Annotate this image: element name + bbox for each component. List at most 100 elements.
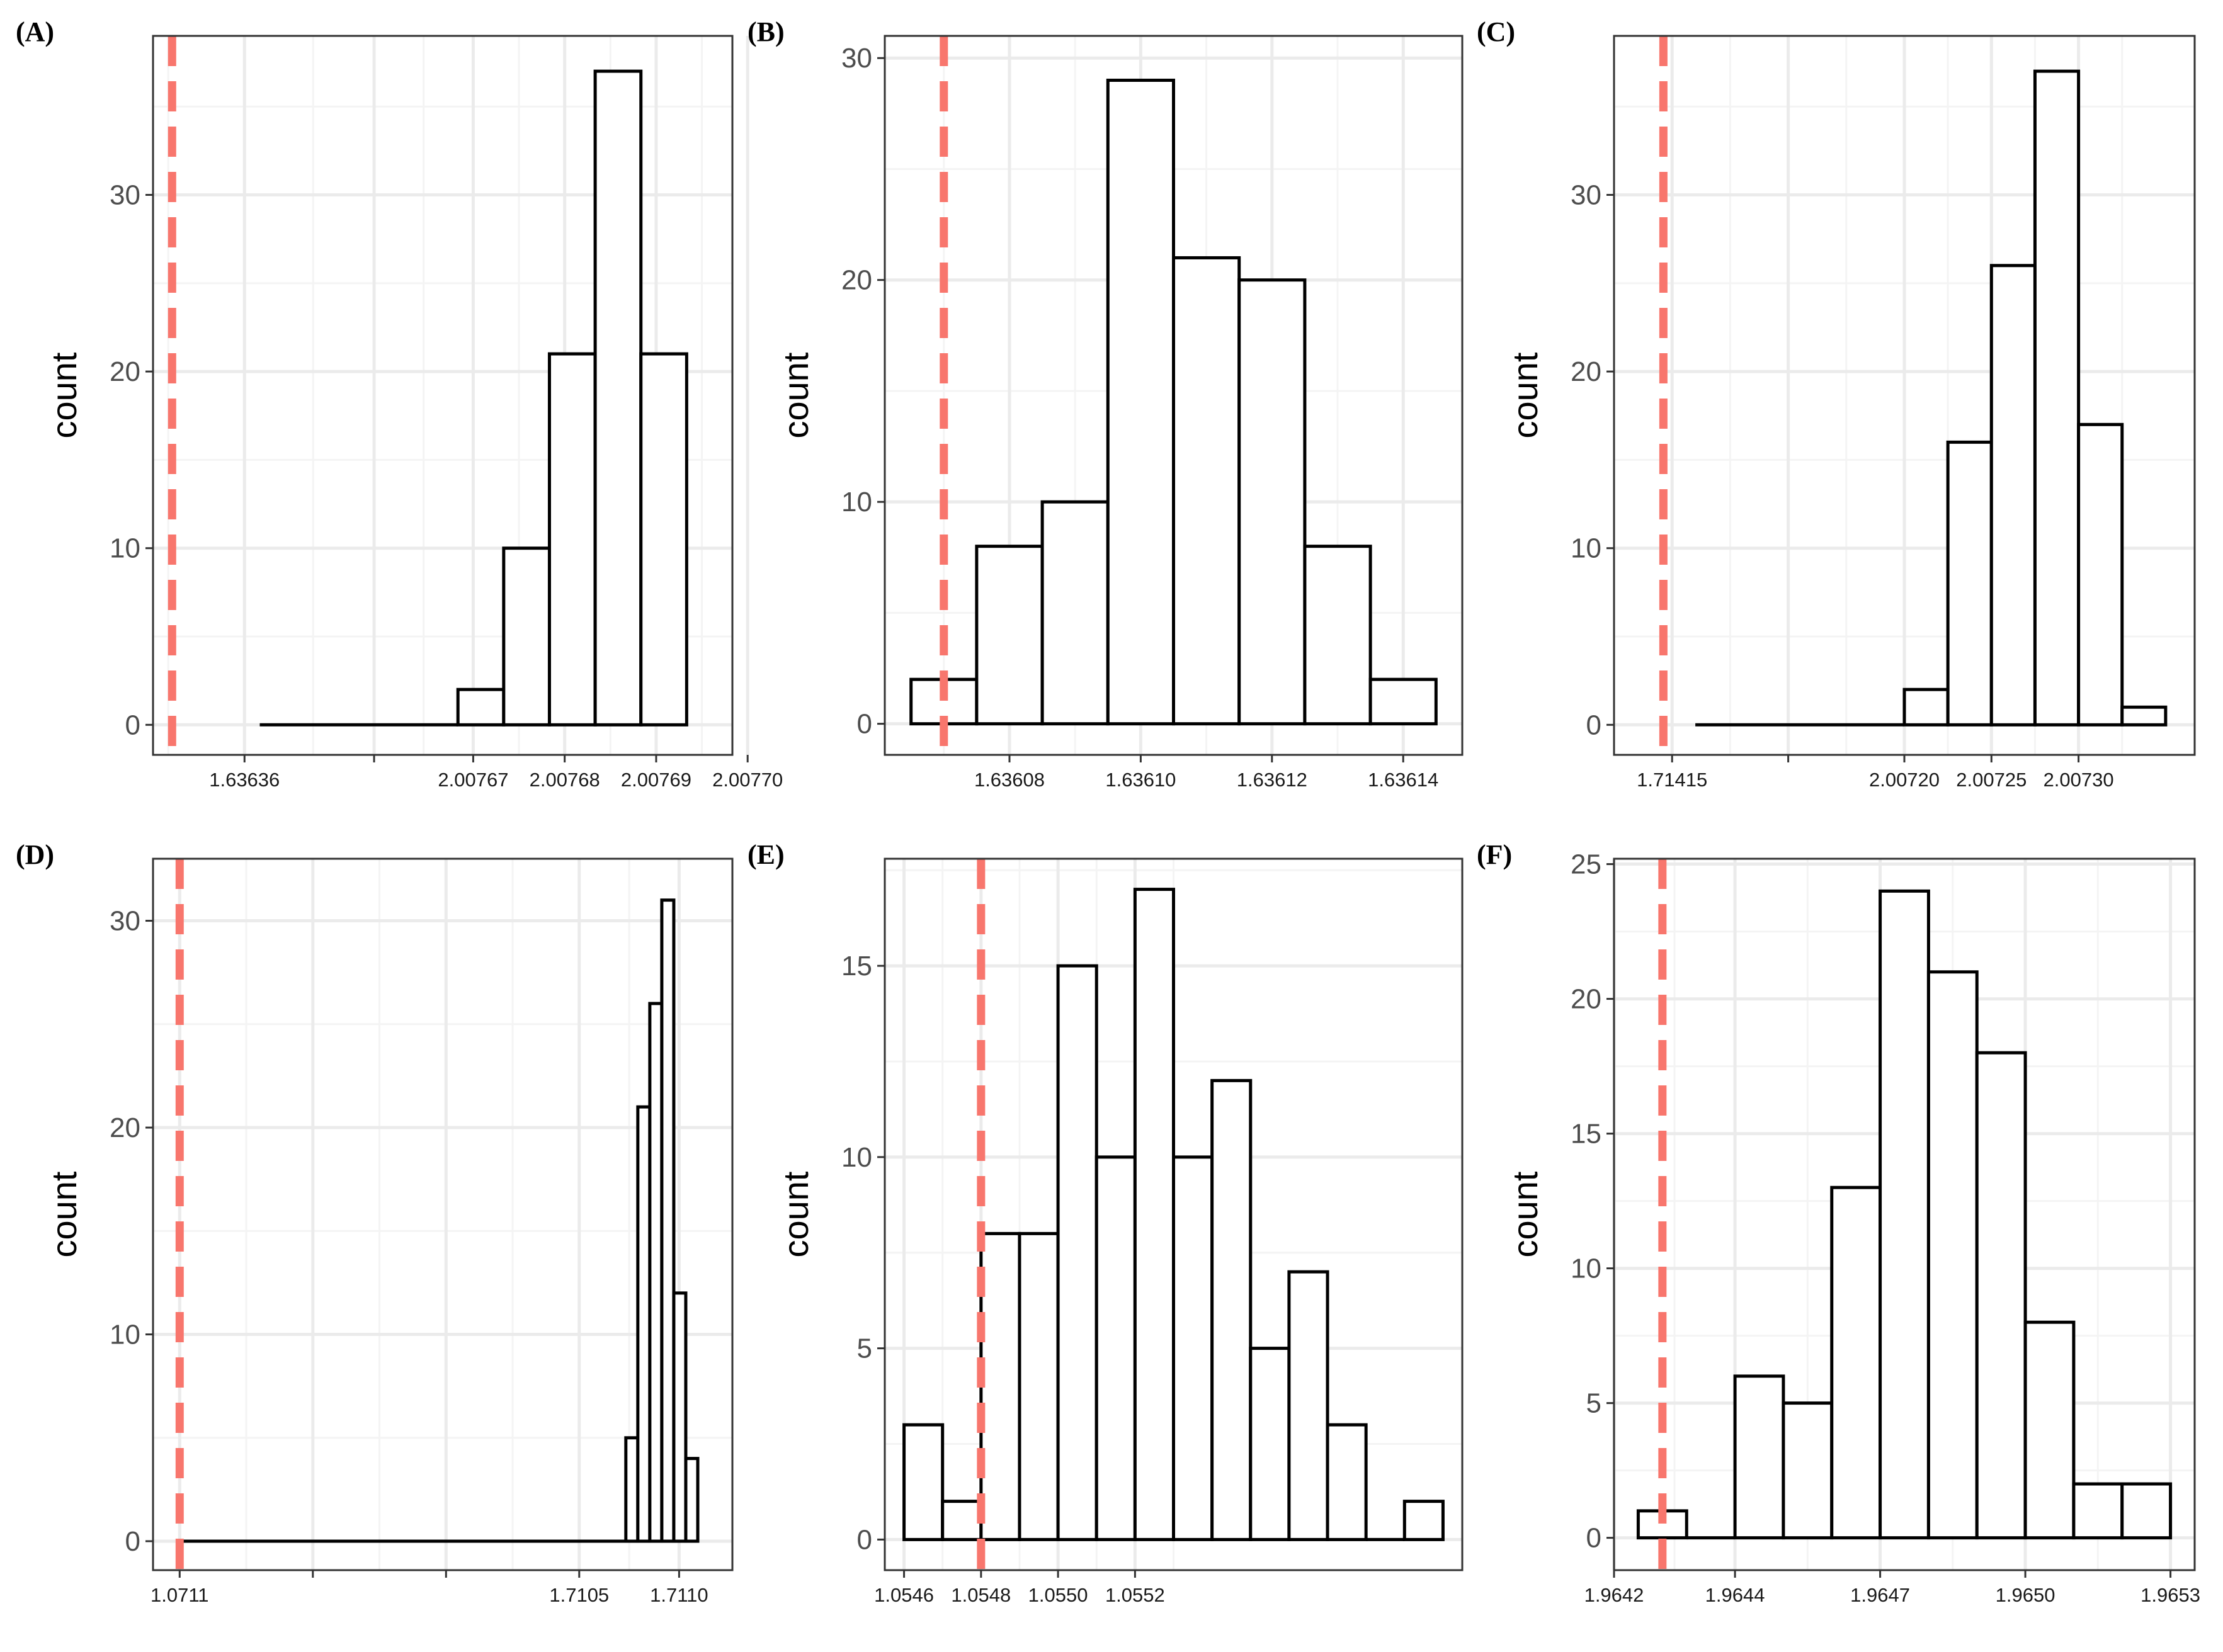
x-tick-label: 1.0550	[1028, 1584, 1088, 1606]
x-tick-label: 1.63636	[209, 769, 280, 791]
histogram-bar	[639, 352, 688, 727]
panel-label-d: (D)	[16, 839, 54, 870]
y-tick-label: 5	[1586, 1388, 1601, 1419]
x-tick-label: 1.63612	[1237, 769, 1307, 791]
x-tick-label: 2.00730	[2044, 769, 2114, 791]
histogram-bar	[1237, 278, 1307, 726]
x-tick-label: 2.00768	[530, 769, 600, 791]
x-tick-label: 1.63614	[1368, 769, 1438, 791]
x-tick-label: 2.00720	[1869, 769, 1940, 791]
x-tick-label: 1.9644	[1705, 1584, 1765, 1606]
histogram-bar	[2023, 1320, 2076, 1540]
x-tick-label: 1.0552	[1105, 1584, 1165, 1606]
histogram-bar	[1018, 1231, 1060, 1541]
histogram-bar	[2033, 69, 2081, 727]
panel-label-c: (C)	[1477, 16, 1515, 47]
x-tick-label: 2.00769	[621, 769, 691, 791]
histogram-bar	[648, 1002, 664, 1543]
panel-e: 0 5 10 15 1.0546 1.0548 1.0550 1.0552 (E) count	[748, 839, 1464, 1606]
y-tick-label: 0	[857, 1524, 872, 1555]
panel-border	[1613, 857, 2196, 1571]
histogram-bar	[1287, 1270, 1329, 1541]
histogram-bar	[1989, 264, 2037, 727]
y-tick-label: 15	[1571, 1119, 1601, 1150]
histogram-bar	[1402, 1500, 1445, 1541]
x-tick-label: 2.00767	[438, 769, 508, 791]
y-tick-label: 0	[1586, 710, 1601, 740]
histogram-bar	[1782, 1401, 1834, 1540]
plot-area-f: 0 5 10 15 20 25 1.9642 1.9644 1.9647 1.9650 1.9653	[1571, 849, 2200, 1606]
plot-area-b: 0 10 20 30 1.63608 1.63610 1.63612 1.63614	[841, 35, 1464, 791]
y-tick-label: 20	[1571, 356, 1601, 387]
histogram-bar	[593, 69, 643, 727]
y-tick-label: 30	[841, 43, 872, 74]
histogram-bar	[1879, 889, 1930, 1540]
histogram-bar	[1946, 440, 1993, 727]
panel-label-b: (B)	[748, 16, 785, 47]
histogram-bar	[2120, 1482, 2173, 1540]
panel-label-e: (E)	[748, 839, 785, 870]
x-tick-label: 1.0711	[151, 1584, 209, 1606]
histogram-bar	[1172, 1155, 1214, 1541]
y-tick-label: 20	[841, 265, 872, 296]
panel-a: 0 10 20 30 1.63636 2.00767 2.00768 2.00769 2.007…	[16, 16, 783, 791]
histogram-bar	[1975, 1051, 2027, 1540]
histogram-bar	[1902, 687, 1950, 727]
x-tick-label: 1.9642	[1584, 1584, 1644, 1606]
panel-border	[152, 35, 734, 756]
y-tick-label: 10	[841, 487, 872, 518]
y-tick-label: 20	[1571, 984, 1601, 1015]
y-tick-label: 0	[1586, 1523, 1601, 1554]
x-tick-label: 1.7110	[650, 1584, 708, 1606]
histogram-bar	[975, 545, 1044, 726]
y-tick-label: 20	[110, 1112, 140, 1143]
x-tick-label: 1.63610	[1105, 769, 1176, 791]
y-tick-label: 0	[125, 710, 140, 740]
histogram-bar	[1733, 1374, 1785, 1540]
panel-border	[884, 857, 1464, 1571]
panel-border	[884, 35, 1464, 756]
y-tick-label: 25	[1571, 849, 1601, 880]
x-tick-label: 1.0546	[874, 1584, 934, 1606]
y-tick-label: 10	[1571, 533, 1601, 564]
panel-f: 0 5 10 15 20 25 1.9642 1.9644 1.9647 1.9650 1.9653…	[1477, 839, 2200, 1606]
histogram-bar	[456, 687, 506, 727]
histogram-bar	[1926, 970, 1979, 1540]
plot-area-d: 0 10 20 30 1.0711 1.7105 1.7110	[110, 857, 734, 1606]
x-tick-label: 1.71415	[1637, 769, 1707, 791]
y-tick-label: 5	[857, 1333, 872, 1364]
y-tick-label: 10	[1571, 1253, 1601, 1284]
panel-label-a: (A)	[16, 16, 54, 47]
x-tick-label: 1.9653	[2141, 1584, 2200, 1606]
histogram-bar	[2077, 422, 2124, 727]
panel-border	[152, 857, 734, 1571]
x-tick-label: 1.0548	[951, 1584, 1011, 1606]
panel-d: 0 10 20 30 1.0711 1.7105 1.7110 (D) count	[16, 839, 734, 1606]
y-tick-label: 0	[857, 709, 872, 740]
histogram-bar	[672, 1291, 688, 1543]
histogram-bar	[1040, 500, 1110, 726]
histogram-bar	[1368, 677, 1438, 726]
histogram-bar	[941, 1500, 983, 1541]
histogram-bar	[1172, 256, 1241, 726]
histogram-bar	[902, 1423, 945, 1541]
plot-area-a: 0 10 20 30 1.63636 2.00767 2.00768 2.00769 2.007…	[110, 35, 783, 791]
x-tick-label: 1.9650	[1996, 1584, 2055, 1606]
histogram-bar	[1249, 1347, 1291, 1541]
histogram-bar	[1303, 545, 1372, 726]
y-tick-label: 30	[110, 906, 140, 937]
y-tick-label: 20	[110, 356, 140, 387]
plot-area-e: 0 5 10 15 1.0546 1.0548 1.0550 1.0552	[841, 857, 1464, 1606]
histogram-bar	[547, 352, 597, 727]
y-tick-label: 10	[841, 1142, 872, 1173]
histogram-bar	[1094, 1155, 1137, 1541]
histogram-bar	[1210, 1078, 1253, 1541]
y-axis-title-e: count	[776, 1171, 816, 1257]
histogram-bar	[624, 1436, 640, 1543]
x-tick-label: 2.00725	[1956, 769, 2027, 791]
x-tick-label: 2.00770	[712, 769, 783, 791]
histogram-bar	[2072, 1482, 2124, 1540]
y-tick-label: 0	[125, 1526, 140, 1557]
